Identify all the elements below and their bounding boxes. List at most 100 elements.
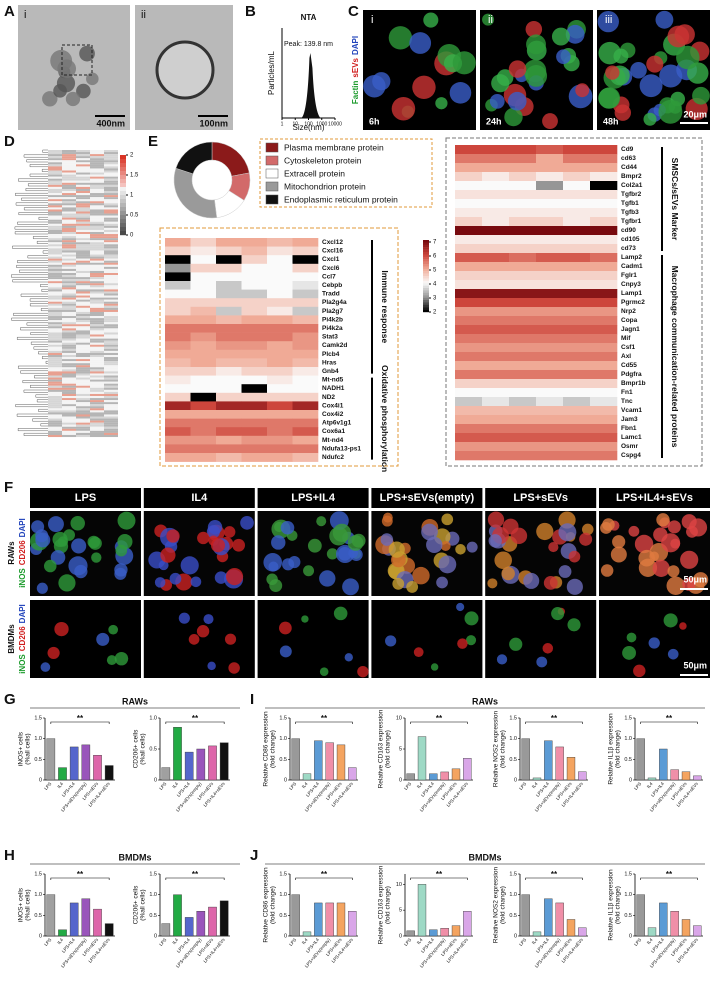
colorbar [423,307,429,310]
heatmap-cell [216,367,242,376]
row-label: Mt-nd5 [322,377,344,384]
heatmap-texture [62,432,76,435]
row-label: Copa [621,317,638,324]
heatmap-texture [62,412,76,415]
bar [58,767,67,781]
heatmap-texture [104,287,118,290]
y-tick-label: 0 [399,933,402,939]
cell [509,637,523,651]
heatmap-texture [76,371,90,374]
y-axis-label: Relative IL1β expression [608,869,615,941]
heatmap-cell [241,349,268,359]
heatmap-texture [76,295,90,298]
row-label: Tradd [322,291,340,298]
heatmap-texture [76,268,90,271]
colorbar [120,171,126,176]
row-label: Jagn1 [621,326,640,333]
cell [491,74,510,93]
heatmap-texture [90,414,104,417]
heatmap-texture [48,320,62,323]
heatmap-cell [216,255,242,265]
axes [404,718,473,781]
colorbar [120,219,126,224]
heatmap-texture [90,242,104,245]
heatmap-texture [76,227,90,230]
cell [333,606,348,621]
heatmap-texture [90,314,104,317]
heatmap-cell [509,334,537,344]
heatmap-cell [563,307,591,317]
cell [388,26,413,50]
heatmap-texture [76,199,90,202]
heatmap-texture [104,213,118,216]
heatmap-cell [292,384,319,394]
heatmap-texture [62,285,76,288]
heatmap-texture [62,357,76,360]
column-label: IL4 [191,492,208,504]
bar [636,738,645,781]
heatmap-cell [267,384,293,394]
heatmap-texture [76,162,90,165]
heatmap-texture [90,244,104,247]
cell [643,112,657,126]
heatmap-cell [482,280,510,290]
heatmap-cell [292,418,319,428]
heatmap-texture [76,242,90,245]
heatmap-texture [48,307,62,310]
heatmap-cell [292,315,319,325]
cell [406,580,419,593]
cell [435,97,448,110]
heatmap-texture [90,248,104,251]
cell [391,96,416,121]
x-tick-label: LPS [633,937,642,947]
heatmap-texture [90,400,104,403]
heatmap-texture [104,234,118,237]
cell [536,656,548,668]
y-axis-label: Relative CD86 expression [263,867,270,943]
y-axis-label: (fold change) [615,730,622,768]
heatmap-texture [76,305,90,308]
heatmap-texture [48,346,62,349]
heatmap-texture [48,369,62,372]
heatmap-texture [62,248,76,251]
heatmap-texture [104,256,118,259]
heatmap-cell [536,397,564,407]
heatmap-cell [590,172,618,182]
colorbar-label: 1 [130,193,134,199]
heatmap-texture [104,166,118,169]
cell [600,564,614,577]
heatmap-texture [62,240,76,243]
cell [210,538,226,553]
heatmap-texture [90,338,104,341]
row-label: Tgfbr1 [621,218,642,225]
stain-name: CD206 [18,626,27,651]
heatmap-texture [62,268,76,271]
heatmap-cell [590,181,618,191]
cell [438,555,457,574]
heatmap-cell [455,190,483,200]
heatmap-texture [62,289,76,292]
heatmap-texture [62,256,76,259]
cell [656,513,670,527]
cell [543,575,558,590]
cell [646,55,664,73]
heatmap-cell [509,379,537,389]
cell [504,107,523,127]
bar [336,902,346,937]
heatmap-texture [62,408,76,411]
dendrogram [34,375,48,379]
heatmap-cell [216,298,242,308]
colorbar [120,223,126,228]
heatmap-cell [590,370,618,380]
heatmap-texture [62,420,76,423]
heatmap-cell [563,244,591,254]
dendrogram [30,385,48,388]
bar [578,771,587,781]
heatmap-texture [90,307,104,310]
heatmap-texture [90,340,104,343]
heatmap-cell [190,410,217,419]
heatmap-texture [76,422,90,425]
heatmap-cell [455,280,483,290]
time-label: 6h [369,116,380,126]
dendrogram [35,394,48,398]
